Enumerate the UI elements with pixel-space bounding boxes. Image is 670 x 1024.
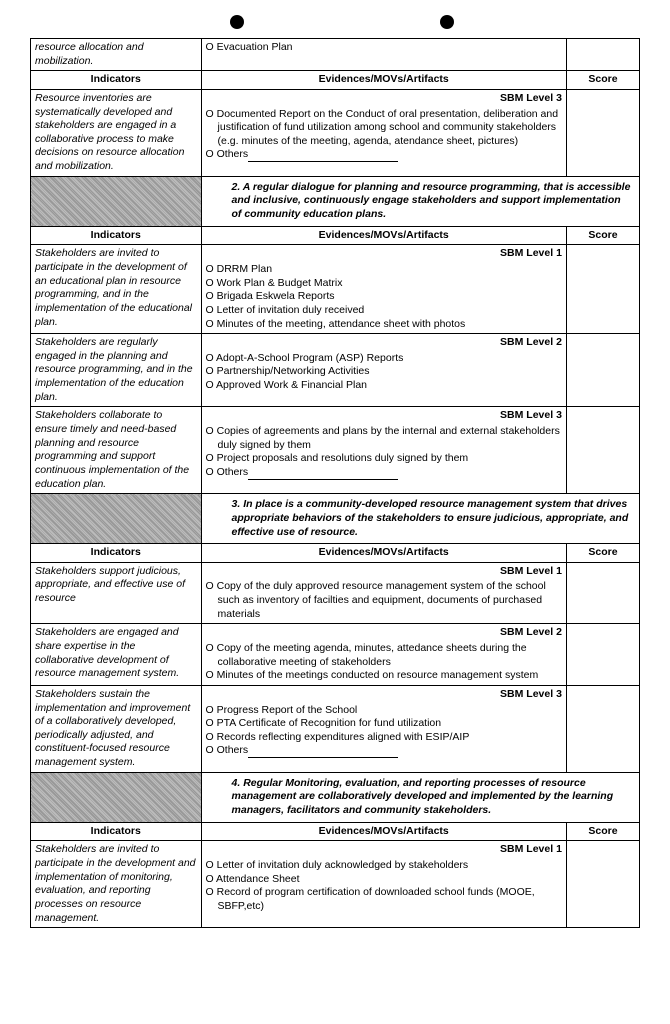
evidence-item: Copy of the meeting agenda, minutes, att… [206,642,562,669]
evidence-item: Others [206,466,562,480]
fill-line [248,747,398,758]
fill-line [248,151,398,162]
indicator-cell: Stakeholders are invited to participate … [31,841,202,928]
criteria-text: 3. In place is a community-developed res… [201,494,639,544]
evidence-item: Copies of agreements and plans by the in… [206,425,562,452]
col-header-evidences: Evidences/MOVs/Artifacts [201,822,566,841]
col-header-evidences: Evidences/MOVs/Artifacts [201,544,566,563]
evidence-cell: SBM Level 2 Copy of the meeting agenda, … [201,624,566,686]
score-cell [566,245,639,334]
evidence-item: Adopt-A-School Program (ASP) Reports [206,352,562,366]
col-header-score: Score [566,822,639,841]
indicator-cell: Stakeholders are regularly engaged in th… [31,334,202,407]
punch-holes [30,20,640,32]
evidence-item: Approved Work & Financial Plan [206,379,562,393]
evidence-item: Brigada Eskwela Reports [206,290,562,304]
score-cell [566,89,639,176]
criteria-text: 4. Regular Monitoring, evaluation, and r… [201,772,639,822]
sbm-level-label: SBM Level 1 [206,247,562,261]
evidence-cell: SBM Level 3 Documented Report on the Con… [201,89,566,176]
indicator-cell: Stakeholders are invited to participate … [31,245,202,334]
evidence-item: Work Plan & Budget Matrix [206,277,562,291]
col-header-score: Score [566,71,639,90]
shaded-cell [31,494,202,544]
sbm-level-label: SBM Level 3 [206,688,562,702]
indicator-cell: Stakeholders support judicious, appropri… [31,562,202,624]
evidence-item: Others [206,148,562,162]
punch-hole-icon [230,15,244,29]
col-header-indicators: Indicators [31,822,202,841]
col-header-score: Score [566,226,639,245]
sbm-level-label: SBM Level 2 [206,336,562,350]
evidence-item: Minutes of the meeting, attendance sheet… [206,318,562,332]
indicator-cell: Stakeholders are engaged and share exper… [31,624,202,686]
score-cell [566,624,639,686]
shaded-cell [31,772,202,822]
evidence-item: Progress Report of the School [206,704,562,718]
evidence-item: Record of program certification of downl… [206,886,562,913]
evidence-item: Documented Report on the Conduct of oral… [206,108,562,149]
score-cell [566,407,639,494]
evidence-cell: SBM Level 1 DRRM Plan Work Plan & Budget… [201,245,566,334]
evidence-item: Project proposals and resolutions duly s… [206,452,562,466]
evidence-item: PTA Certificate of Recognition for fund … [206,717,562,731]
score-cell [566,841,639,928]
indicator-cell: Resource inventories are systematically … [31,89,202,176]
indicator-cell: Stakeholders collaborate to ensure timel… [31,407,202,494]
col-header-evidences: Evidences/MOVs/Artifacts [201,226,566,245]
col-header-indicators: Indicators [31,544,202,563]
sbm-level-label: SBM Level 2 [206,626,562,640]
score-cell [566,334,639,407]
score-cell [566,39,639,71]
evidence-item: Minutes of the meetings conducted on res… [206,669,562,683]
evidence-item: Records reflecting expenditures aligned … [206,731,562,745]
evidence-cell: Evacuation Plan [201,39,566,71]
evidence-item: Letter of invitation duly acknowledged b… [206,859,562,873]
shaded-cell [31,176,202,226]
col-header-score: Score [566,544,639,563]
evidence-cell: SBM Level 2 Adopt-A-School Program (ASP)… [201,334,566,407]
sbm-level-label: SBM Level 3 [206,409,562,423]
evidence-item: Others [206,744,562,758]
indicator-cell: resource allocation and mobilization. [31,39,202,71]
evidence-cell: SBM Level 3 Copies of agreements and pla… [201,407,566,494]
evidence-item: DRRM Plan [206,263,562,277]
rubric-table: resource allocation and mobilization. Ev… [30,38,640,928]
col-header-indicators: Indicators [31,71,202,90]
criteria-text: 2. A regular dialogue for planning and r… [201,176,639,226]
sbm-level-label: SBM Level 1 [206,843,562,857]
fill-line [248,469,398,480]
col-header-indicators: Indicators [31,226,202,245]
sbm-level-label: SBM Level 3 [206,92,562,106]
score-cell [566,562,639,624]
score-cell [566,685,639,772]
evidence-item: Evacuation Plan [206,41,562,55]
evidence-item: Letter of invitation duly received [206,304,562,318]
col-header-evidences: Evidences/MOVs/Artifacts [201,71,566,90]
evidence-item: Copy of the duly approved resource manag… [206,580,562,621]
sbm-level-label: SBM Level 1 [206,565,562,579]
indicator-cell: Stakeholders sustain the implementation … [31,685,202,772]
evidence-cell: SBM Level 3 Progress Report of the Schoo… [201,685,566,772]
punch-hole-icon [440,15,454,29]
evidence-item: Attendance Sheet [206,873,562,887]
evidence-cell: SBM Level 1 Copy of the duly approved re… [201,562,566,624]
evidence-item: Partnership/Networking Activities [206,365,562,379]
evidence-cell: SBM Level 1 Letter of invitation duly ac… [201,841,566,928]
